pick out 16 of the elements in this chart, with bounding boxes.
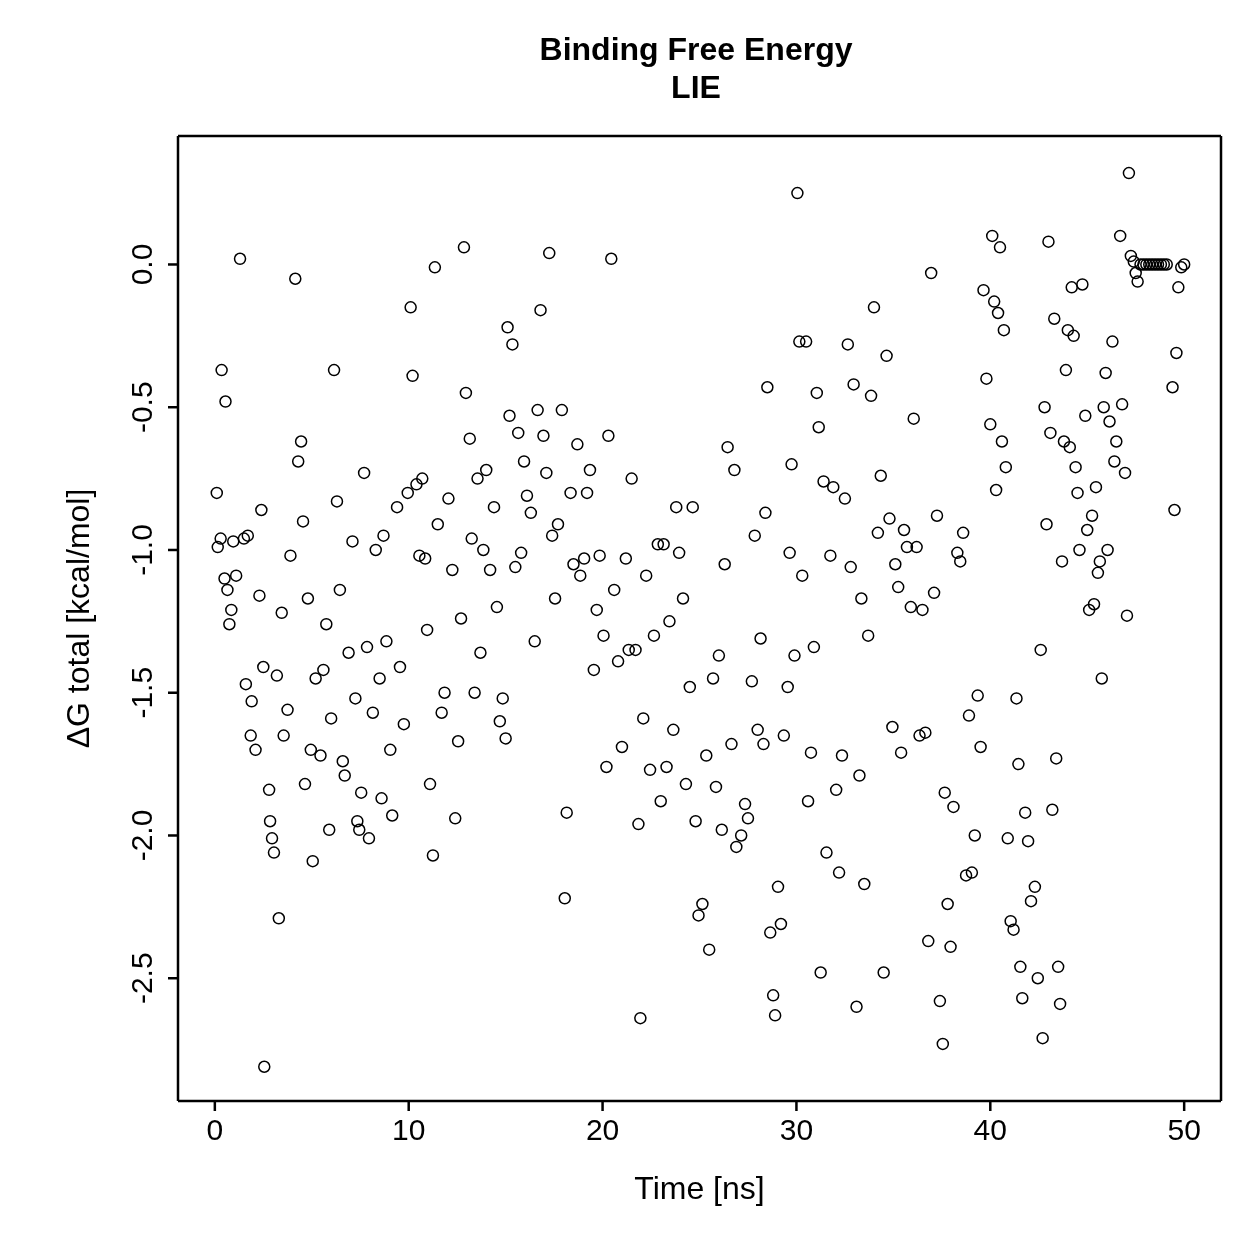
chart-subtitle: LIE [670, 68, 722, 106]
y-tick-label: -1.5 [125, 666, 158, 719]
x-tick-label: 30 [779, 1113, 814, 1147]
x-tick-label: 50 [1167, 1113, 1201, 1147]
y-tick-label: -0.5 [125, 381, 158, 434]
x-tick-label: 0 [206, 1113, 224, 1147]
x-tick-label: 10 [392, 1113, 426, 1147]
y-tick-label: -1.0 [125, 524, 158, 576]
y-tick-label: -2.0 [125, 809, 158, 862]
x-tick-label: 40 [973, 1113, 1007, 1147]
y-tick-label: -2.5 [125, 952, 158, 1005]
y-tick-label: 0.0 [125, 243, 158, 286]
x-tick-label: 20 [585, 1113, 620, 1147]
y-axis-title: ΔG total [kcal/mol] [60, 488, 97, 749]
x-axis-title: Time [ns] [634, 1170, 765, 1206]
chart-title: Binding Free Energy [538, 30, 854, 68]
